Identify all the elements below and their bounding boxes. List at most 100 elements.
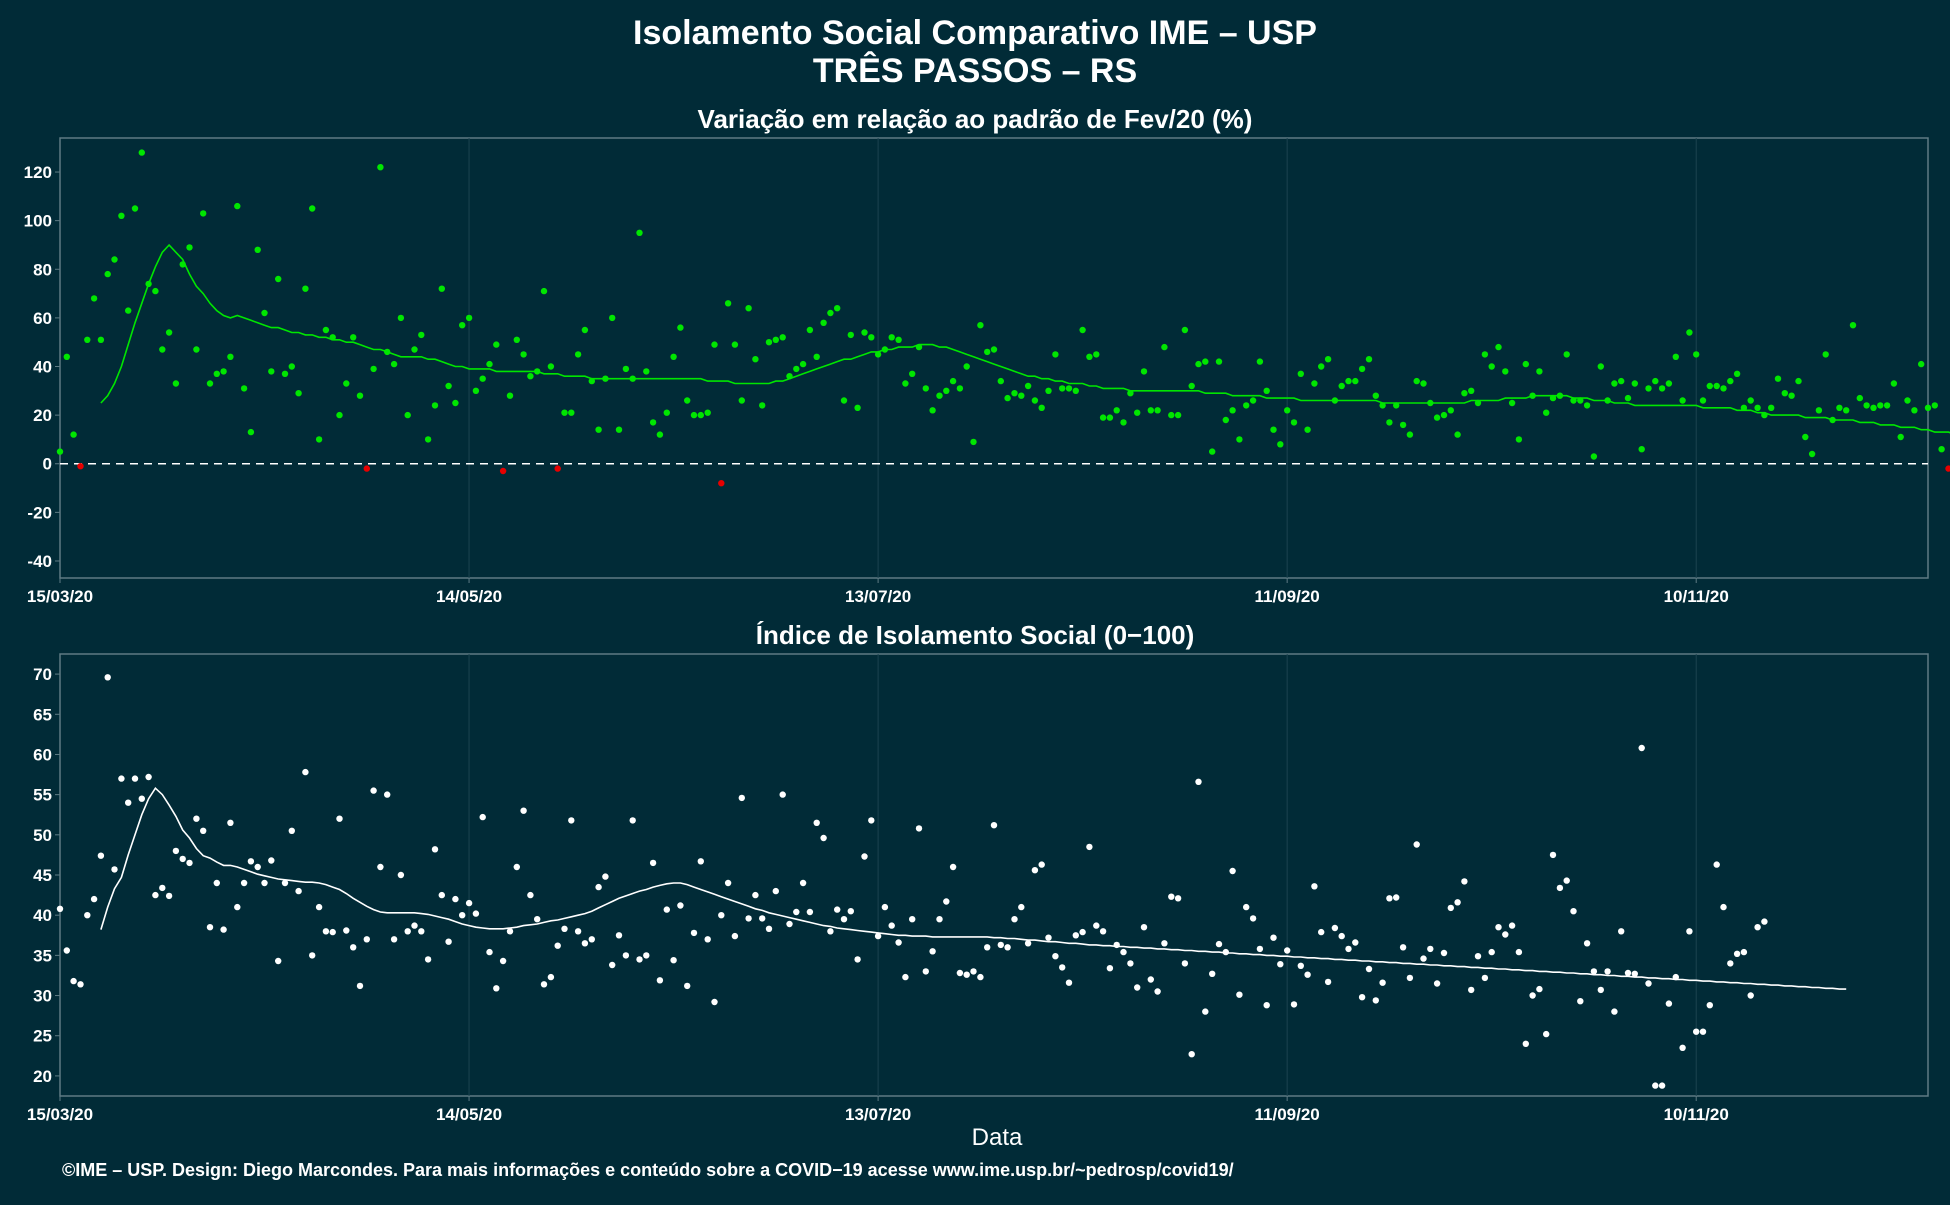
- panel-2-data-point: [1713, 861, 1720, 868]
- panel-1-data-point: [759, 402, 766, 409]
- panel-2-data-point: [949, 863, 957, 871]
- panel-1-data-point: [1284, 407, 1291, 414]
- panel-1-data-point: [1583, 402, 1591, 409]
- panel-2-data-point: [288, 827, 295, 834]
- panel-2-data-point: [390, 936, 398, 943]
- panel-2-data-point: [1324, 978, 1332, 986]
- panel-1-data-point: [1945, 465, 1950, 472]
- panel-2-data-point: [718, 912, 725, 919]
- panel-1-data-point: [1843, 407, 1850, 414]
- panel-1-data-point: [493, 341, 500, 348]
- panel-2-data-point: [1556, 884, 1564, 892]
- panel-2-data-point: [193, 815, 200, 822]
- panel-1-data-point: [1454, 431, 1461, 438]
- panel-2-data-point: [1011, 916, 1018, 923]
- panel-1-data-point: [1352, 377, 1359, 385]
- panel-1-data-point: [902, 380, 909, 387]
- panel-1-data-point: [1447, 407, 1455, 414]
- panel-1-data-point: [1570, 397, 1577, 404]
- panel-1-data-point: [452, 399, 459, 407]
- panel-1-data-point: [302, 285, 309, 292]
- panel-1-data-point: [1093, 351, 1100, 358]
- panel-1-data-point: [622, 365, 630, 373]
- panel-1-data-point: [527, 373, 534, 380]
- panel-1-data-point: [977, 322, 984, 329]
- panel-2-data-point: [1495, 924, 1502, 931]
- panel-2-data-point: [915, 825, 923, 832]
- panel-1-data-point: [1338, 382, 1345, 390]
- panel-1-data-point: [943, 387, 950, 394]
- panel-2-data-point: [206, 924, 214, 931]
- panel-2-data-point: [1024, 940, 1032, 947]
- panel-2-data-point: [861, 853, 868, 860]
- panel-1-data-point: [1379, 402, 1386, 409]
- panel-1-data-point: [1038, 404, 1045, 411]
- panel-2-data-point: [1543, 1030, 1550, 1038]
- panel-2-data-point: [881, 903, 889, 911]
- panel-2-data-point: [772, 887, 779, 895]
- panel-1-data-point: [1488, 363, 1495, 370]
- panel-2-data-point: [1358, 994, 1366, 1001]
- panel-2-data-point: [472, 910, 480, 917]
- panel-1-data-point: [540, 287, 548, 295]
- panel-1-data-point: [1174, 411, 1182, 419]
- panel-2-data-point: [356, 982, 364, 990]
- panel-2-data-point: [493, 985, 500, 992]
- panel-2-data-point: [1522, 1040, 1530, 1048]
- panel-1-data-point: [609, 314, 616, 322]
- panel-1-data-point: [643, 368, 650, 375]
- panel-1-data-point: [1079, 326, 1086, 334]
- panel-1-data-point: [1938, 446, 1945, 453]
- panel-2-data-point: [1079, 928, 1086, 936]
- panel-1-data-point: [772, 336, 779, 343]
- panel-1-data-point: [554, 465, 561, 472]
- panel-2-data-point: [1093, 922, 1100, 929]
- panel-1-data-point: [1372, 392, 1380, 399]
- panel-1-data-point: [799, 360, 807, 368]
- panel-2-data-point: [438, 891, 445, 899]
- panel-2-data-point: [1427, 945, 1434, 953]
- panel-2-data-point: [615, 932, 623, 939]
- panel-2-data-point: [1454, 899, 1461, 906]
- panel-1-data-point: [1897, 433, 1904, 441]
- panel-2-data-point: [336, 815, 343, 822]
- panel-1-data-point: [895, 336, 902, 343]
- panel-2-data-point: [1474, 953, 1482, 960]
- panel-1-data-point: [179, 261, 186, 268]
- panel-2-data-point: [677, 902, 684, 909]
- panel-2-data-point: [759, 915, 766, 922]
- panel-2-data-point: [1420, 955, 1427, 962]
- panel-1-data-point: [1127, 390, 1134, 397]
- panel-1-data-point: [465, 314, 473, 322]
- panel-1-data-point: [206, 380, 214, 387]
- panel-2-data-point: [765, 925, 773, 932]
- panel-1-data-point: [1065, 385, 1073, 392]
- panel-2-data-point: [540, 981, 548, 988]
- panel-2-data-point: [1065, 979, 1073, 986]
- panel-1-data-point: [731, 341, 739, 348]
- panel-1-data-point: [745, 305, 752, 312]
- panel-1-data-point: [1004, 394, 1011, 402]
- panel-2-data-point: [609, 961, 616, 969]
- panel-1-data-point: [1713, 382, 1720, 390]
- panel-1-data-point: [711, 341, 718, 348]
- panel-1-data-point: [1140, 368, 1148, 375]
- panel-1-data-point: [84, 336, 91, 343]
- panel-1-data-point: [1024, 382, 1032, 390]
- panel-2-data-point: [745, 915, 752, 922]
- panel-1-data-point: [145, 280, 152, 288]
- panel-2-data-point: [1706, 1002, 1714, 1009]
- panel-1-data-point: [1420, 380, 1427, 387]
- panel-1-data-point: [868, 334, 875, 341]
- panel-1-data-point: [275, 275, 282, 283]
- panel-2-data-point: [1256, 945, 1264, 953]
- panel-1-data-point: [534, 368, 541, 375]
- panel-1-data-point: [1604, 397, 1611, 404]
- panel-2-data-point: [554, 942, 561, 949]
- panel-2-data-point: [213, 879, 220, 887]
- panel-2-data-point: [1154, 988, 1161, 995]
- panel-2-data-point: [813, 819, 820, 826]
- panel-1-data-point: [1236, 436, 1243, 443]
- panel-1-data-point: [90, 295, 98, 302]
- panel-2-data-point: [868, 817, 875, 824]
